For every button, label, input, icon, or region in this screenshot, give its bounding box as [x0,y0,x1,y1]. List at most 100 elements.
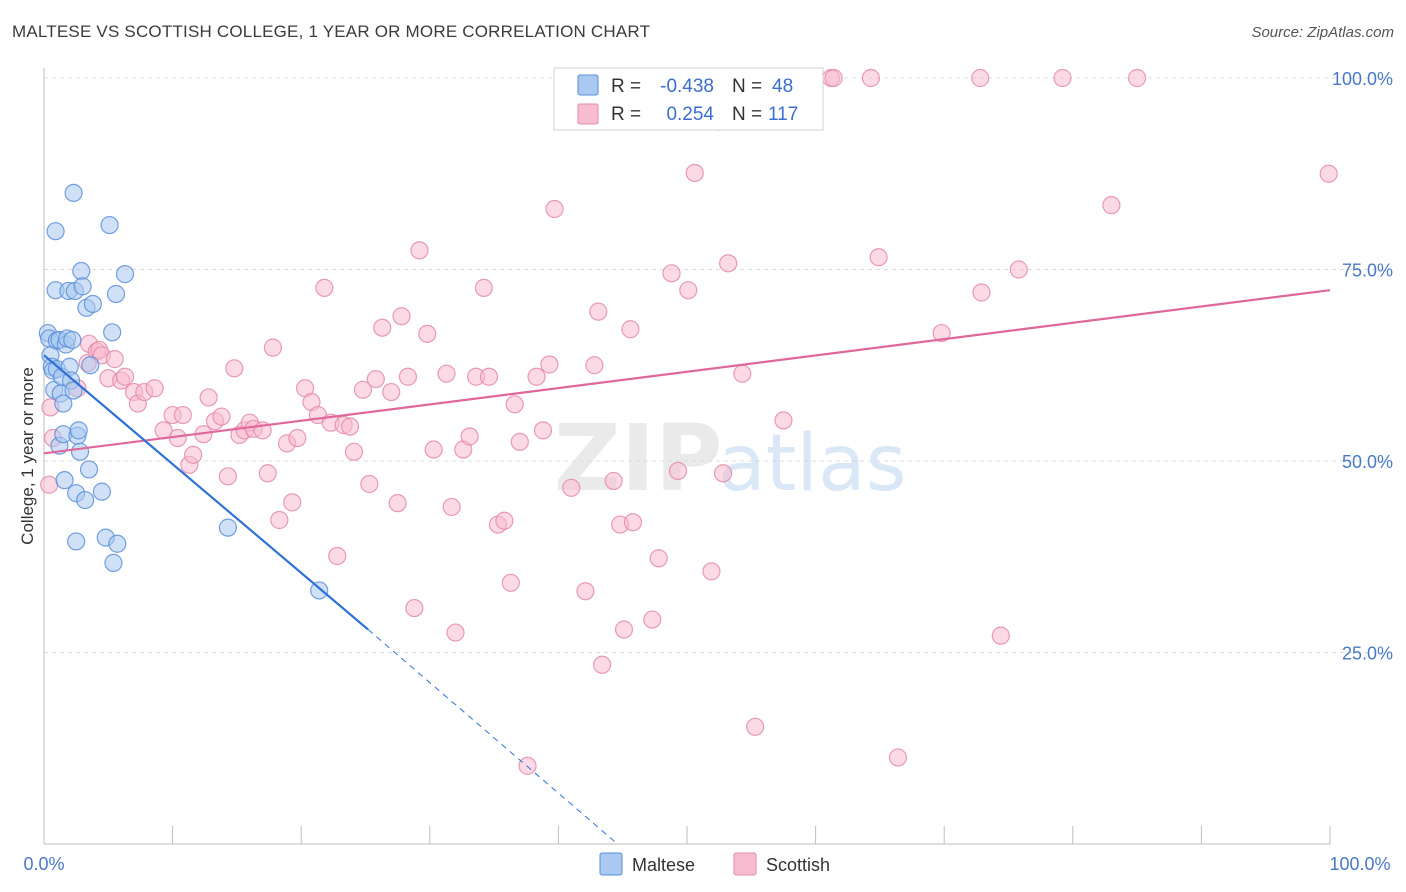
scottish-point [713,464,733,483]
scottish-r-label: R = [611,104,641,125]
maltese-point [63,330,82,350]
legend-scottish-label: Scottish [766,855,830,875]
scottish-point [115,367,135,386]
maltese-n-value: 48 [772,76,793,97]
scottish-point [510,432,529,451]
scottish-n-value: 117 [768,104,798,125]
maltese-point [218,518,237,537]
scottish-point [405,598,424,618]
maltese-point [69,421,88,440]
scottish-point [589,302,608,321]
maltese-point [103,323,122,342]
maltese-point [67,532,86,551]
scottish-point [437,364,456,383]
scottish-point [540,355,559,374]
scottish-point [382,382,401,402]
scottish-point [1053,68,1072,88]
scottish-point [972,283,991,302]
maltese-point [100,215,119,235]
scottish-point [360,474,379,494]
maltese-point [106,284,126,304]
y-tick-labels: 25.0% 50.0% 75.0% 100.0% [1332,69,1393,664]
maltese-point [92,482,111,501]
maltese-point [83,294,102,314]
scottish-point [446,623,465,642]
maltese-points [38,183,329,600]
scottish-point [258,464,277,483]
scottish-point [971,68,990,88]
scottish-point [685,163,704,183]
scottish-point [373,318,392,337]
scottish-point [474,278,493,297]
scottish-point [932,323,951,343]
maltese-point [64,183,83,202]
maltese-point [115,264,135,284]
scottish-point [888,748,908,767]
scottish-point [824,68,843,88]
maltese-point [310,581,329,600]
scottish-r-value: 0.254 [666,104,714,125]
scottish-point [662,264,681,283]
maltese-trend-extension [367,629,618,845]
chart-title: MALTESE VS SCOTTISH COLLEGE, 1 YEAR OR M… [12,22,651,41]
scottish-point [199,388,218,407]
scottish-point [643,610,662,629]
scottish-point [545,199,564,219]
scottish-swatch [577,103,599,125]
stats-box-frame [553,67,824,131]
scottish-point [1127,68,1147,88]
scottish-point [621,320,640,339]
x-axis-ticks [43,826,1331,844]
y-tick-label-75: 75.0% [1342,261,1393,281]
maltese-point [46,222,65,241]
scottish-point [576,582,595,601]
scottish-point [270,510,289,530]
y-tick-label-50: 50.0% [1342,452,1393,472]
scottish-points [40,68,1338,775]
maltese-trend-line [43,354,369,631]
scottish-point [1009,260,1028,279]
scottish-point [593,655,612,674]
scottish-point [869,248,888,267]
scottish-point [315,278,334,297]
scottish-point [1319,164,1338,183]
scottish-point [442,497,461,517]
scottish-point [410,241,429,260]
scottish-point [353,380,373,399]
maltese-point [72,261,91,281]
scottish-point [733,364,752,383]
scottish-point [623,513,643,532]
scottish-point [679,281,698,300]
scottish-point [105,350,124,369]
scottish-point [533,421,553,440]
scottish-point [1102,196,1121,215]
scottish-point [225,359,244,378]
legend: Maltese Scottish [599,852,830,876]
scottish-point [649,549,668,568]
scottish-point [218,467,237,486]
scottish-point [604,471,623,491]
watermark-zip: ZIP [554,405,722,512]
y-tick-label-25: 25.0% [1342,644,1393,664]
scottish-point [668,461,688,481]
maltese-point [81,356,100,375]
scottish-point [527,367,546,386]
watermark-atlas: atlas [718,419,907,509]
scottish-point [184,445,203,464]
maltese-point [54,394,73,413]
scottish-point [283,493,302,512]
source-credit: Source: ZipAtlas.com [1251,24,1394,41]
scottish-point [392,307,411,326]
maltese-point [79,460,99,479]
scottish-point [418,324,437,343]
scottish-point [562,478,581,497]
maltese-r-label: R = [611,76,641,97]
x-tick-label-max: 100.0% [1329,854,1390,874]
scottish-point [288,428,307,448]
maltese-swatch [577,74,599,96]
maltese-point [55,471,74,490]
scottish-point [173,405,192,425]
scottish-point [719,254,738,273]
scottish-point [145,379,164,398]
